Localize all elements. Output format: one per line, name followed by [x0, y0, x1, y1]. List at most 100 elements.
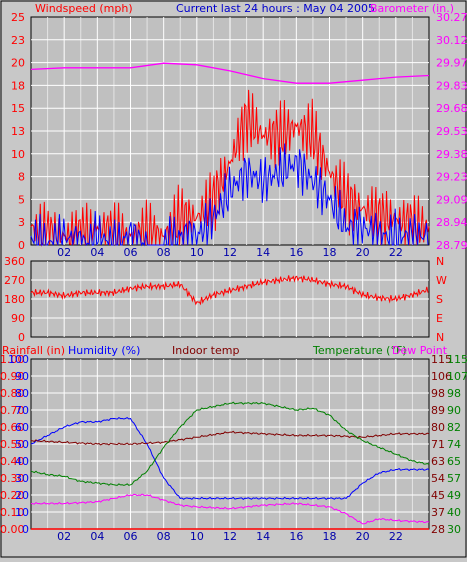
- humidity-y-tick: 90: [15, 370, 29, 383]
- humidity-y-tick: 80: [15, 387, 29, 400]
- panel3-x-tick: 02: [57, 530, 71, 543]
- windspeed-y-tick: 5: [18, 193, 25, 206]
- windspeed-y-tick: 13: [11, 125, 25, 138]
- panel1-x-tick: 16: [289, 246, 303, 259]
- temperature-y-tick: 54: [431, 472, 445, 485]
- indoor-temp-line: [30, 430, 430, 446]
- dewpoint-y-tick: 115: [447, 353, 467, 366]
- panel3-x-tick: 14: [256, 530, 270, 543]
- humidity-label: Humidity (%): [68, 344, 140, 357]
- dewpoint-y-tick: 49: [447, 489, 461, 502]
- barometer-label: Barometer (in.): [370, 2, 454, 15]
- panel1-x-tick: 18: [323, 246, 337, 259]
- windspeed-y-tick: 20: [11, 57, 25, 70]
- temperature-y-tick: 45: [431, 489, 445, 502]
- humidity-y-tick: 50: [15, 438, 29, 451]
- indoor-temp-label: Indoor temp: [172, 344, 239, 357]
- compass-y-tick: N: [436, 331, 444, 344]
- windspeed-y-tick: 23: [11, 34, 25, 47]
- panel1-x-tick: 06: [124, 246, 138, 259]
- compass-y-tick: N: [436, 255, 444, 268]
- barometer-y-tick: 29.09: [436, 193, 467, 206]
- panel1-x-tick: 12: [223, 246, 237, 259]
- chart-layer: 0 3 5 8 10 13 15 18 20 23 25 28.79 28.94 29.09 29.23 29…: [0, 11, 467, 543]
- temperature-y-tick: 63: [431, 455, 445, 468]
- windspeed-line: [30, 89, 430, 247]
- compass-y-tick: S: [436, 293, 443, 306]
- temperature-label: Temperature (°F): [312, 344, 407, 357]
- humidity-line: [30, 416, 430, 501]
- dew-point-line: [30, 493, 430, 525]
- dewpoint-y-tick: 57: [447, 472, 461, 485]
- windspeed-y-tick: 8: [18, 171, 25, 184]
- panel3-x-tick: 22: [389, 530, 403, 543]
- panel3-x-tick: 18: [323, 530, 337, 543]
- humidity-y-tick: 70: [15, 404, 29, 417]
- windspeed-y-tick: 3: [18, 216, 25, 229]
- rainfall-y-tick: 0.90: [0, 370, 25, 383]
- rainfall-label: Rainfall (in): [2, 344, 65, 357]
- temperature-y-tick: 115: [431, 353, 452, 366]
- barometer-y-tick: 30.12: [436, 34, 467, 47]
- dewpoint-y-tick: 107: [447, 370, 467, 383]
- dew-point-label: Dew Point: [392, 344, 448, 357]
- humidity-y-tick: 30: [15, 472, 29, 485]
- compass-y-tick: E: [436, 312, 443, 325]
- dewpoint-y-tick: 90: [447, 404, 461, 417]
- dewpoint-y-tick: 40: [447, 506, 461, 519]
- temperature-y-tick: 106: [431, 370, 452, 383]
- direction-y-tick: 270: [4, 274, 25, 287]
- temperature-y-tick: 37: [431, 506, 445, 519]
- dewpoint-y-tick: 98: [447, 387, 461, 400]
- barometer-y-tick: 29.97: [436, 57, 467, 70]
- dewpoint-y-tick: 74: [447, 438, 461, 451]
- gust-line: [30, 143, 429, 247]
- direction-y-tick: 90: [11, 312, 25, 325]
- dewpoint-y-tick: 30: [447, 523, 461, 536]
- temperature-y-tick: 89: [431, 404, 445, 417]
- panel1-x-tick: 14: [256, 246, 270, 259]
- barometer-y-tick: 29.23: [436, 171, 467, 184]
- panel3-x-tick: 04: [90, 530, 104, 543]
- windspeed-y-tick: 25: [11, 11, 25, 24]
- temperature-y-tick: 80: [431, 421, 445, 434]
- windspeed-y-tick: 18: [11, 79, 25, 92]
- direction-y-tick: 360: [4, 255, 25, 268]
- panel3-x-tick: 20: [356, 530, 370, 543]
- direction-line: [30, 275, 429, 306]
- rainfall-y-tick: 0.80: [0, 387, 25, 400]
- humidity-y-tick: 0: [22, 523, 29, 536]
- panel1-x-tick: 10: [190, 246, 204, 259]
- panel1-x-tick: 04: [90, 246, 104, 259]
- panel1-x-tick: 08: [157, 246, 171, 259]
- rainfall-y-tick: 0.50: [0, 438, 25, 451]
- windspeed-label: Windspeed (mph): [35, 2, 133, 15]
- temperature-y-tick: 98: [431, 387, 445, 400]
- panel3-x-tick: 10: [190, 530, 204, 543]
- rainfall-y-tick: 0.60: [0, 421, 25, 434]
- barometer-line: [30, 62, 430, 84]
- barometer-y-tick: 28.94: [436, 216, 467, 229]
- panel1-x-tick: 20: [356, 246, 370, 259]
- temperature-line: [30, 401, 430, 486]
- barometer-y-tick: 29.53: [436, 125, 467, 138]
- rainfall-y-tick: 0.00: [0, 523, 25, 536]
- humidity-y-tick: 40: [15, 455, 29, 468]
- humidity-y-tick: 20: [15, 489, 29, 502]
- rainfall-y-tick: 0.10: [0, 506, 25, 519]
- windspeed-y-tick: 10: [11, 148, 25, 161]
- humidity-y-tick: 60: [15, 421, 29, 434]
- barometer-y-tick: 28.79: [436, 239, 467, 252]
- rainfall-y-tick: 0.20: [0, 489, 25, 502]
- rainfall-y-tick: 0.40: [0, 455, 25, 468]
- humidity-y-tick: 100: [8, 353, 29, 366]
- humidity-y-tick: 10: [15, 506, 29, 519]
- direction-y-tick: 0: [18, 331, 25, 344]
- panel3-x-tick: 08: [157, 530, 171, 543]
- panel1-x-tick: 02: [57, 246, 71, 259]
- chart-title: Current last 24 hours : May 04 2005: [176, 2, 375, 15]
- direction-y-tick: 180: [4, 293, 25, 306]
- panel1-x-tick: 22: [389, 246, 403, 259]
